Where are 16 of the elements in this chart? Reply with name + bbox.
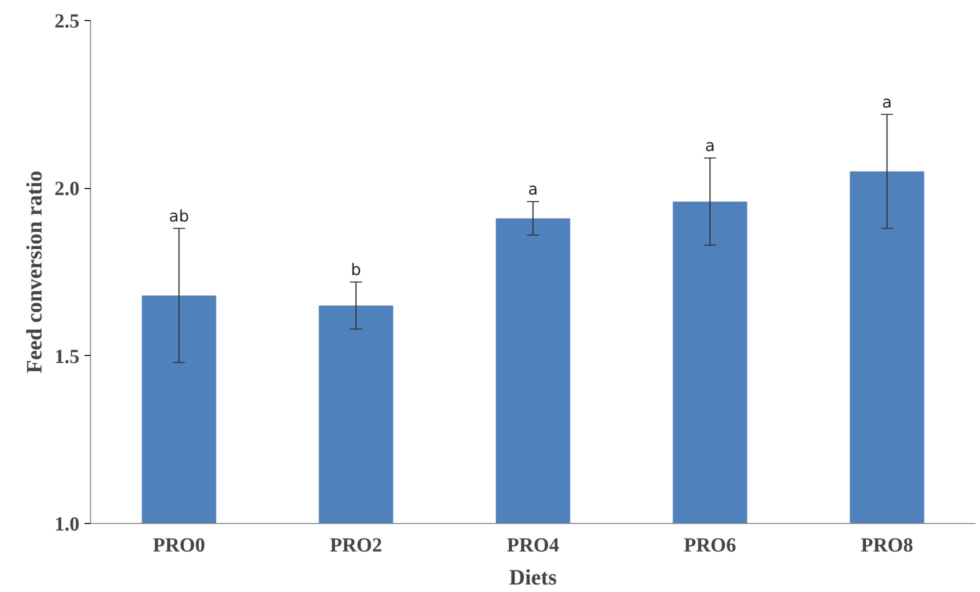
x-tick-label: PRO4 bbox=[506, 534, 560, 556]
y-tick-label: 2.5 bbox=[54, 10, 80, 32]
annotation: ab bbox=[169, 206, 189, 226]
x-tick-label: PRO6 bbox=[684, 534, 736, 556]
x-tick-label: PRO2 bbox=[330, 534, 382, 556]
y-tick-label: 1.0 bbox=[54, 514, 80, 536]
annotation: a bbox=[528, 180, 538, 199]
x-tick-label: PRO0 bbox=[152, 534, 206, 556]
y-axis-title: Feed conversion ratio bbox=[22, 170, 46, 374]
y-tick-label: 2.0 bbox=[54, 178, 80, 200]
annotation: a bbox=[882, 92, 892, 112]
annotation: a bbox=[705, 136, 715, 155]
y-tick-label: 1.5 bbox=[54, 346, 80, 368]
x-axis-title: Diets bbox=[509, 564, 558, 590]
annotation: b bbox=[350, 260, 362, 280]
x-tick-label: PRO8 bbox=[860, 534, 914, 556]
